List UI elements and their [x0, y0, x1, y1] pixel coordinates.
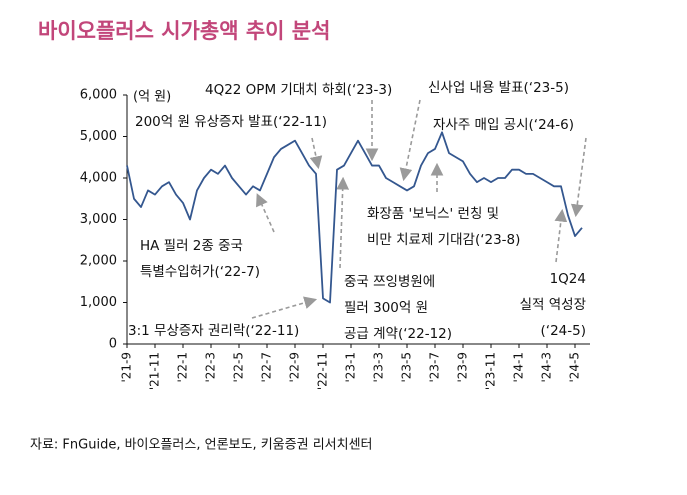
- x-tick-label: '24-1: [512, 352, 526, 383]
- x-tick-label: '23-1: [344, 352, 358, 383]
- annotation: 필러 300억 원: [344, 300, 428, 316]
- chart-title: 바이오플러스 시가총액 추이 분석: [38, 19, 330, 43]
- x-tick-label: '23-5: [400, 352, 414, 383]
- annotation: 3:1 무상증자 권리락(‘22-11): [128, 323, 299, 339]
- annotation: 특별수입허가(‘22-7): [140, 264, 260, 280]
- arrow: [336, 176, 350, 269]
- x-tick-label: '23-3: [372, 352, 386, 383]
- x-tick-label: '23-7: [428, 352, 442, 383]
- y-tick-label: 0: [109, 337, 117, 352]
- arrow: [251, 296, 318, 319]
- x-tick-label: '22-9: [288, 352, 302, 383]
- annotation: 비만 치료제 기대감(‘23-8): [367, 232, 520, 248]
- x-tick-label: '24-5: [568, 352, 582, 383]
- x-tick-label: '22-7: [260, 352, 274, 383]
- y-tick-label: 5,000: [80, 129, 117, 144]
- y-tick-label: 6,000: [80, 88, 117, 103]
- annotation: (‘24-5): [541, 323, 586, 339]
- annotation: 공급 계약(‘22-12): [344, 326, 452, 342]
- x-tick-label: '22-3: [204, 352, 218, 383]
- annotation: 자사주 매입 공시(‘24-6): [433, 117, 574, 133]
- annotation: 4Q22 OPM 기대치 하회(‘23-3): [205, 82, 392, 98]
- arrow: [570, 137, 587, 218]
- x-tick-label: '23-9: [456, 352, 470, 383]
- x-tick-label: '22-11: [316, 352, 330, 390]
- arrow: [256, 193, 275, 233]
- x-tick-label: '22-5: [232, 352, 246, 383]
- x-tick-label: '24-3: [540, 352, 554, 383]
- annotation: HA 필러 2종 중국: [140, 238, 243, 254]
- x-tick-label: '21-11: [148, 352, 162, 390]
- arrow: [554, 208, 568, 263]
- x-tick-label: '23-11: [484, 352, 498, 390]
- y-tick-label: 2,000: [80, 254, 117, 269]
- annotation: 1Q24: [550, 271, 586, 287]
- y-tick-label: 3,000: [80, 212, 117, 227]
- annotation: 화장품 '보닉스' 런칭 및: [367, 206, 499, 222]
- unit-label: (억 원): [133, 90, 171, 105]
- annotation: 신사업 내용 발표(‘23-5): [428, 80, 569, 96]
- arrows: [251, 99, 587, 319]
- source: 자료: FnGuide, 바이오플러스, 언론보도, 키움증권 리서치센터: [30, 438, 373, 453]
- x-tick-label: '21-9: [120, 352, 134, 383]
- annotation: 실적 역성장: [520, 297, 586, 313]
- y-tick-label: 1,000: [80, 295, 117, 310]
- annotation: 200억 원 유상증자 발표(‘22-11): [135, 114, 327, 130]
- annotation: 중국 쯔잉병원에: [344, 274, 435, 290]
- arrow: [399, 99, 421, 182]
- arrow: [309, 137, 323, 170]
- line-series: [126, 131, 583, 304]
- x-tick-label: '22-1: [176, 352, 190, 383]
- y-tick-label: 4,000: [80, 171, 117, 186]
